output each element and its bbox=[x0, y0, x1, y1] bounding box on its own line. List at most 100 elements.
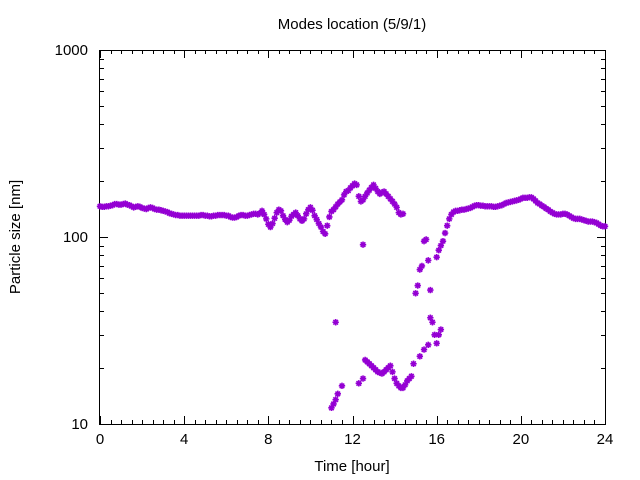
x-tick-label: 24 bbox=[597, 431, 614, 448]
data-point bbox=[435, 246, 442, 254]
x-tick-label: 16 bbox=[428, 431, 445, 448]
data-point bbox=[338, 382, 346, 390]
data-point bbox=[387, 195, 394, 203]
data-point bbox=[330, 400, 337, 408]
data-point bbox=[385, 193, 392, 200]
data-point bbox=[446, 215, 453, 223]
data-point bbox=[401, 381, 409, 389]
data-point bbox=[311, 212, 318, 219]
data-point bbox=[361, 193, 369, 200]
data-point bbox=[324, 222, 331, 229]
x-tick-label: 12 bbox=[344, 431, 361, 448]
data-point bbox=[260, 211, 268, 218]
data-point bbox=[271, 215, 278, 222]
x-tick-label: 0 bbox=[96, 431, 104, 448]
data-point bbox=[321, 230, 329, 238]
data-point bbox=[370, 181, 377, 189]
data-point bbox=[393, 380, 400, 387]
y-tick-label: 100 bbox=[63, 229, 88, 246]
data-point bbox=[376, 369, 384, 376]
data-point bbox=[437, 326, 445, 333]
data-point bbox=[425, 341, 432, 349]
data-point bbox=[355, 193, 363, 200]
data-point bbox=[443, 222, 451, 229]
data-point bbox=[393, 204, 400, 211]
data-point bbox=[353, 181, 360, 189]
data-point bbox=[427, 314, 434, 321]
data-point bbox=[359, 241, 367, 248]
data-point bbox=[389, 198, 396, 205]
data-point bbox=[425, 257, 432, 264]
chart-title: Modes location (5/9/1) bbox=[278, 16, 426, 33]
data-point bbox=[277, 207, 285, 215]
data-point bbox=[315, 220, 323, 227]
data-point bbox=[387, 362, 394, 369]
data-point bbox=[414, 282, 421, 289]
data-point bbox=[294, 212, 301, 219]
data-point bbox=[332, 396, 339, 403]
data-point bbox=[389, 368, 396, 376]
data-point bbox=[391, 375, 398, 382]
data-point bbox=[303, 210, 310, 218]
x-axis-label: Time [hour] bbox=[314, 458, 389, 475]
data-point bbox=[338, 196, 346, 204]
data-point bbox=[418, 262, 426, 270]
plot-frame bbox=[99, 50, 606, 425]
y-tick-label: 10 bbox=[71, 416, 88, 433]
data-point bbox=[416, 266, 424, 273]
data-point bbox=[433, 253, 440, 261]
data-point bbox=[355, 380, 363, 387]
y-tick-label: 1000 bbox=[55, 42, 88, 59]
data-point bbox=[307, 204, 314, 211]
data-point bbox=[342, 188, 350, 195]
data-point bbox=[330, 206, 337, 213]
data-point bbox=[292, 209, 299, 216]
data-point bbox=[265, 221, 272, 228]
data-point bbox=[258, 207, 266, 215]
x-tick-label: 4 bbox=[180, 431, 188, 448]
data-point bbox=[332, 203, 339, 211]
data-point bbox=[399, 210, 407, 218]
data-point bbox=[359, 375, 367, 382]
data-point bbox=[332, 319, 339, 326]
data-point bbox=[412, 290, 419, 297]
data-point bbox=[328, 404, 335, 412]
data-point bbox=[410, 360, 417, 367]
data-point bbox=[441, 229, 449, 237]
data-point bbox=[281, 216, 289, 223]
data-point bbox=[420, 346, 428, 353]
data-points bbox=[96, 180, 609, 412]
data-point bbox=[279, 212, 287, 219]
data-point bbox=[334, 390, 341, 398]
data-point bbox=[364, 189, 371, 197]
x-tick-label: 8 bbox=[264, 431, 272, 448]
data-point bbox=[431, 331, 438, 338]
data-point bbox=[269, 220, 276, 227]
x-tick-label: 20 bbox=[512, 431, 529, 448]
data-point bbox=[300, 215, 308, 223]
data-point bbox=[366, 186, 373, 194]
data-point bbox=[435, 331, 442, 338]
data-point bbox=[267, 223, 274, 231]
data-point bbox=[263, 215, 270, 223]
data-point bbox=[399, 384, 407, 392]
data-point bbox=[378, 189, 386, 196]
data-point bbox=[422, 236, 430, 243]
data-point bbox=[313, 216, 320, 223]
data-point bbox=[326, 213, 333, 221]
axis-ticks: 0 4 8 12 16 20 24 10 100 1000 bbox=[55, 42, 614, 448]
data-point bbox=[340, 191, 348, 199]
data-point bbox=[286, 216, 293, 224]
data-point bbox=[273, 209, 280, 216]
data-point bbox=[309, 207, 316, 214]
data-point bbox=[439, 237, 447, 245]
data-point bbox=[433, 340, 440, 347]
data-point bbox=[601, 223, 609, 230]
data-point bbox=[372, 185, 379, 192]
data-point bbox=[429, 319, 436, 326]
data-point bbox=[427, 286, 434, 294]
data-point bbox=[368, 184, 375, 191]
y-axis-label: Particle size [nm] bbox=[7, 180, 24, 294]
data-point bbox=[416, 353, 424, 360]
